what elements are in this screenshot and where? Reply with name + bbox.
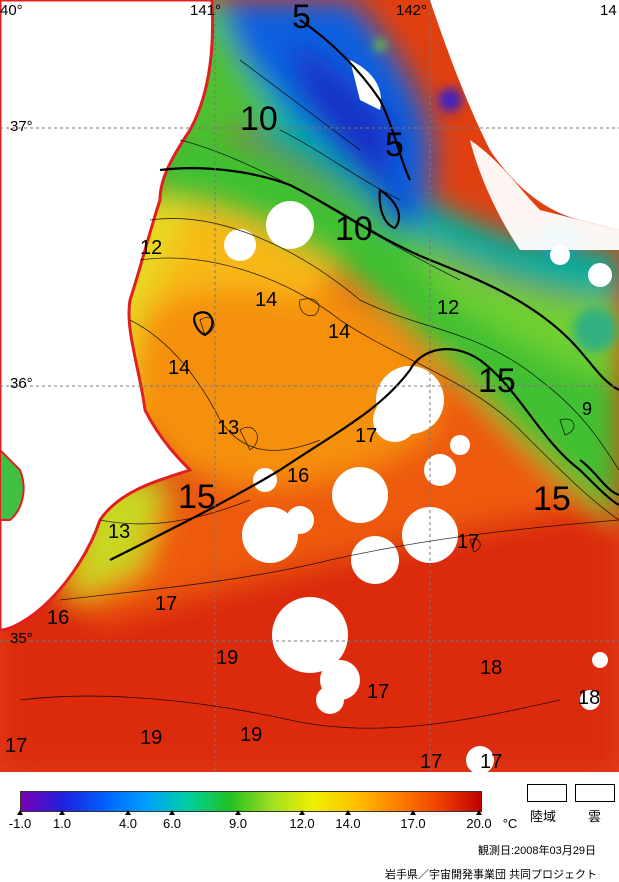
- scale-tick-label: 17.0: [400, 816, 426, 831]
- scale-tick-label: 14.0: [335, 816, 361, 831]
- contour-label-19: 19: [240, 724, 263, 746]
- scale-tick-label: 6.0: [162, 816, 182, 831]
- contour-label-16: 16: [47, 607, 70, 629]
- contour-label-17: 17: [480, 751, 503, 773]
- lon-label-142: 142°: [396, 2, 428, 19]
- scale-tick-label: 20.0: [466, 816, 492, 831]
- land-legend-box: [527, 784, 567, 802]
- contour-label-15: 15: [478, 362, 516, 400]
- scale-tick-label: 4.0: [118, 816, 138, 831]
- contour-label-17: 17: [5, 735, 28, 757]
- land-legend-label: 陸域: [530, 809, 557, 824]
- contour-label-18: 18: [578, 687, 601, 709]
- contour-label-12: 12: [437, 297, 460, 319]
- contour-label-13: 13: [217, 417, 240, 439]
- contour-label-15: 15: [533, 480, 571, 518]
- credit-text: 岩手県／宇宙開発事業団 共同プロジェクト: [385, 869, 598, 881]
- scale-unit: °C: [502, 816, 518, 831]
- contour-label-10: 10: [335, 210, 373, 248]
- contour-label-12: 12: [140, 237, 163, 259]
- scale-tick-mark: [169, 810, 175, 815]
- scale-tick-label: 12.0: [289, 816, 315, 831]
- observation-date: 観測日:2008年03月29日: [478, 845, 596, 857]
- lon-label-140: 40°: [0, 2, 23, 19]
- scale-tick-mark: [17, 810, 23, 815]
- contour-label-10: 10: [240, 100, 278, 138]
- scale-tick-mark: [125, 810, 131, 815]
- scale-tick-mark: [235, 810, 241, 815]
- scale-tick-mark: [410, 810, 416, 815]
- contour-label-15: 15: [178, 478, 216, 516]
- contour-label-13: 13: [108, 521, 131, 543]
- contour-label-17: 17: [155, 593, 178, 615]
- scale-tick-label: -1.0: [8, 816, 32, 831]
- contour-label-17: 17: [367, 681, 390, 703]
- scale-tick-label: 9.0: [228, 816, 248, 831]
- scale-tick-mark: [59, 810, 65, 815]
- contour-label-14: 14: [328, 321, 351, 343]
- lon-label-141: 141°: [190, 2, 222, 19]
- lat-label-35: 35°: [10, 630, 33, 647]
- contour-label-17: 17: [420, 751, 443, 773]
- contour-label-5: 5: [292, 0, 311, 36]
- contour-label-18: 18: [480, 657, 503, 679]
- sea-surface-temperature-map: [0, 0, 619, 772]
- contour-label-19: 19: [216, 647, 239, 669]
- contour-label-14: 14: [168, 357, 191, 379]
- contour-label-17: 17: [355, 425, 378, 447]
- contour-label-14: 14: [255, 289, 278, 311]
- contour-label-9: 9: [582, 399, 593, 419]
- cloud-legend-box: [575, 784, 615, 802]
- temperature-color-scale: [20, 791, 482, 812]
- lat-label-36: 36°: [10, 375, 33, 392]
- contour-label-19: 19: [140, 727, 163, 749]
- contour-label-17: 17: [457, 531, 480, 553]
- cloud-legend-label: 雲: [588, 809, 602, 824]
- scale-tick-mark: [345, 810, 351, 815]
- lat-label-37: 37°: [10, 118, 33, 135]
- scale-tick-mark: [299, 810, 305, 815]
- scale-tick-mark: [476, 810, 482, 815]
- lon-label-143: 14: [600, 2, 617, 19]
- scale-tick-label: 1.0: [52, 816, 72, 831]
- contour-label-5: 5: [385, 126, 404, 164]
- contour-label-16: 16: [287, 465, 310, 487]
